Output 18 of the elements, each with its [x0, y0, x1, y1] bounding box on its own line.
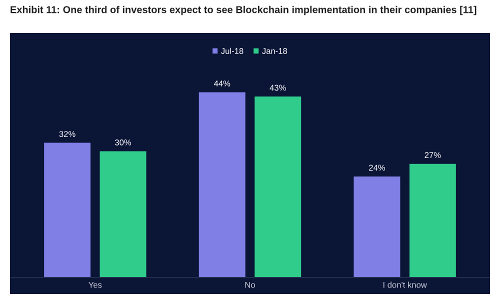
data-label: 30% [115, 139, 132, 146]
legend-label: Jul-18 [221, 48, 244, 54]
data-label: 32% [59, 131, 76, 137]
x-tick-label: No [245, 282, 255, 288]
bar [354, 176, 400, 278]
legend-label: Jan-18 [262, 48, 288, 54]
bar [409, 164, 456, 278]
bar [100, 151, 146, 278]
data-label: 27% [424, 152, 441, 158]
data-label: 44% [214, 80, 230, 86]
bar [44, 142, 91, 278]
chart-title: Exhibit 11: One third of investors expect to see Blockchain implementation in their companies [11] [10, 6, 476, 16]
data-label: 43% [270, 84, 286, 91]
bar [254, 96, 302, 278]
x-tick-label: I don't know [384, 282, 427, 288]
x-tick-label: Yes [88, 282, 102, 288]
bar [198, 92, 246, 278]
data-label: 24% [369, 164, 386, 171]
